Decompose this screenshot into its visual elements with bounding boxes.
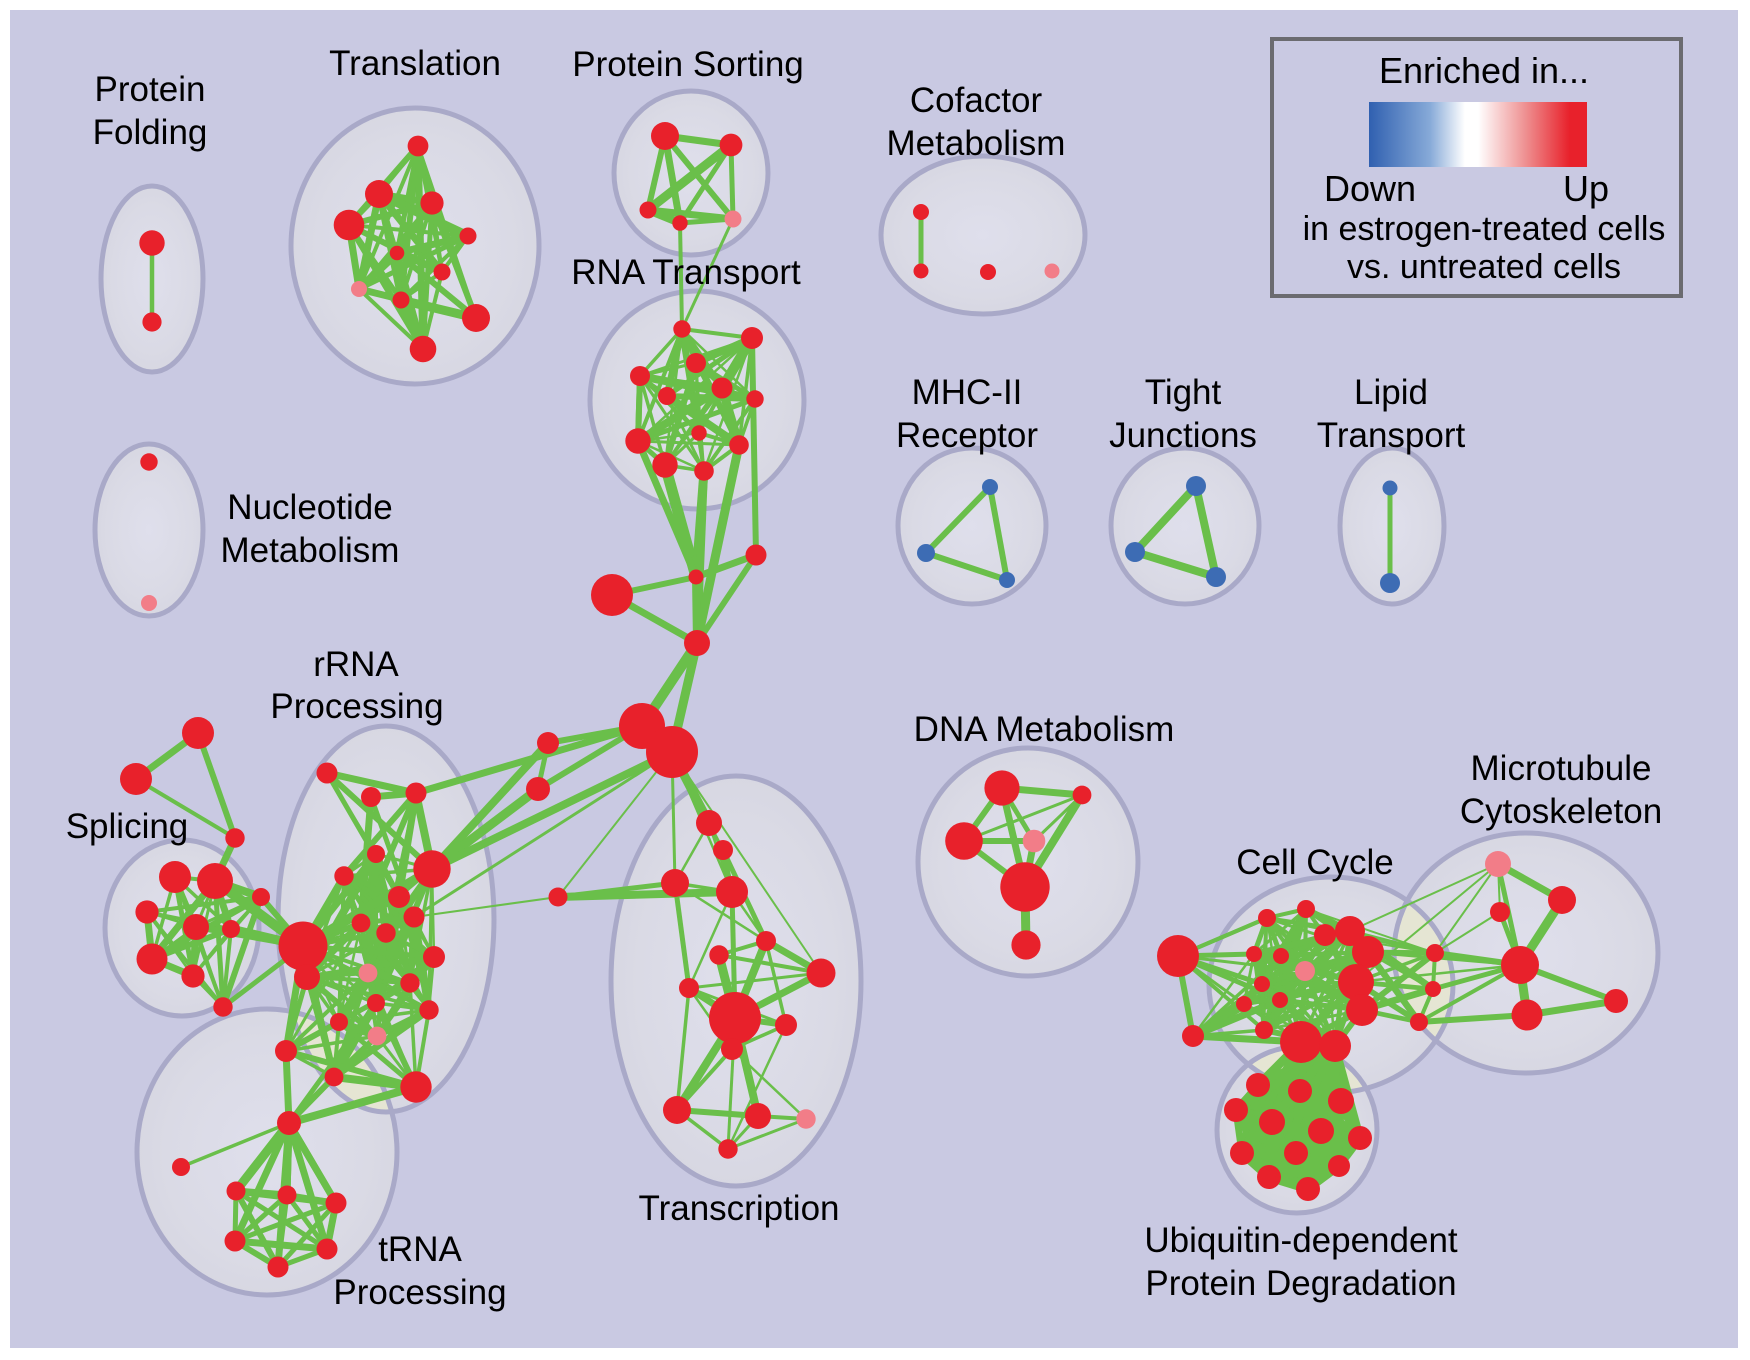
svg-text:Receptor: Receptor [896, 416, 1038, 455]
svg-text:Folding: Folding [93, 113, 208, 152]
svg-text:RNA Transport: RNA Transport [571, 253, 801, 292]
svg-text:Transcription: Transcription [639, 1189, 840, 1228]
svg-text:Down: Down [1324, 168, 1416, 209]
svg-text:DNA Metabolism: DNA Metabolism [914, 710, 1175, 749]
svg-text:Ubiquitin-dependent: Ubiquitin-dependent [1144, 1221, 1458, 1260]
svg-text:vs. untreated cells: vs. untreated cells [1347, 248, 1621, 286]
svg-text:Metabolism: Metabolism [221, 531, 400, 570]
svg-text:Up: Up [1563, 168, 1609, 209]
svg-text:Nucleotide: Nucleotide [227, 488, 392, 527]
svg-text:Translation: Translation [329, 44, 501, 83]
svg-text:Processing: Processing [270, 687, 443, 726]
svg-text:Protein Degradation: Protein Degradation [1145, 1264, 1456, 1303]
svg-text:Protein Sorting: Protein Sorting [572, 45, 804, 84]
svg-text:MHC-II: MHC-II [912, 373, 1023, 412]
svg-text:Microtubule: Microtubule [1471, 749, 1652, 788]
svg-text:Protein: Protein [95, 70, 206, 109]
svg-text:Transport: Transport [1317, 416, 1466, 455]
svg-text:Splicing: Splicing [66, 807, 189, 846]
svg-text:tRNA: tRNA [378, 1230, 462, 1269]
svg-text:Cell Cycle: Cell Cycle [1236, 843, 1394, 882]
svg-text:in estrogen-treated cells: in estrogen-treated cells [1303, 210, 1666, 248]
svg-text:rRNA: rRNA [313, 645, 399, 684]
svg-text:Enriched in...: Enriched in... [1379, 50, 1589, 91]
svg-text:Processing: Processing [333, 1273, 506, 1312]
svg-text:Cofactor: Cofactor [910, 81, 1043, 120]
svg-text:Tight: Tight [1145, 373, 1222, 412]
svg-text:Cytoskeleton: Cytoskeleton [1460, 792, 1662, 831]
svg-text:Metabolism: Metabolism [887, 124, 1066, 163]
svg-text:Lipid: Lipid [1354, 373, 1428, 412]
svg-text:Junctions: Junctions [1109, 416, 1257, 455]
